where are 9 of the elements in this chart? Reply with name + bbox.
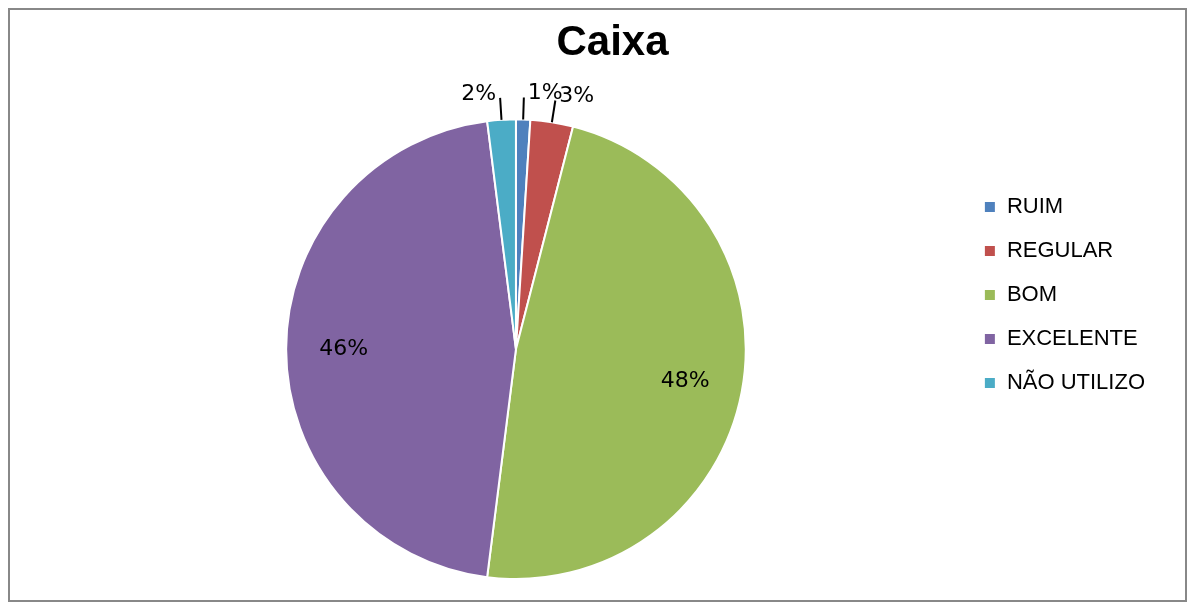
legend-label: RUIM [1006,193,1064,219]
data-label: 2% [461,79,497,105]
legend-label: REGULAR [1006,237,1114,263]
legend-label: BOM [1006,281,1057,307]
data-label: 48% [660,367,710,393]
legend-label: EXCELENTE [1006,325,1138,351]
legend-label: NÃO UTILIZO [1006,369,1145,395]
data-label: 46% [319,334,369,360]
chart-title: Caixa [556,16,670,64]
